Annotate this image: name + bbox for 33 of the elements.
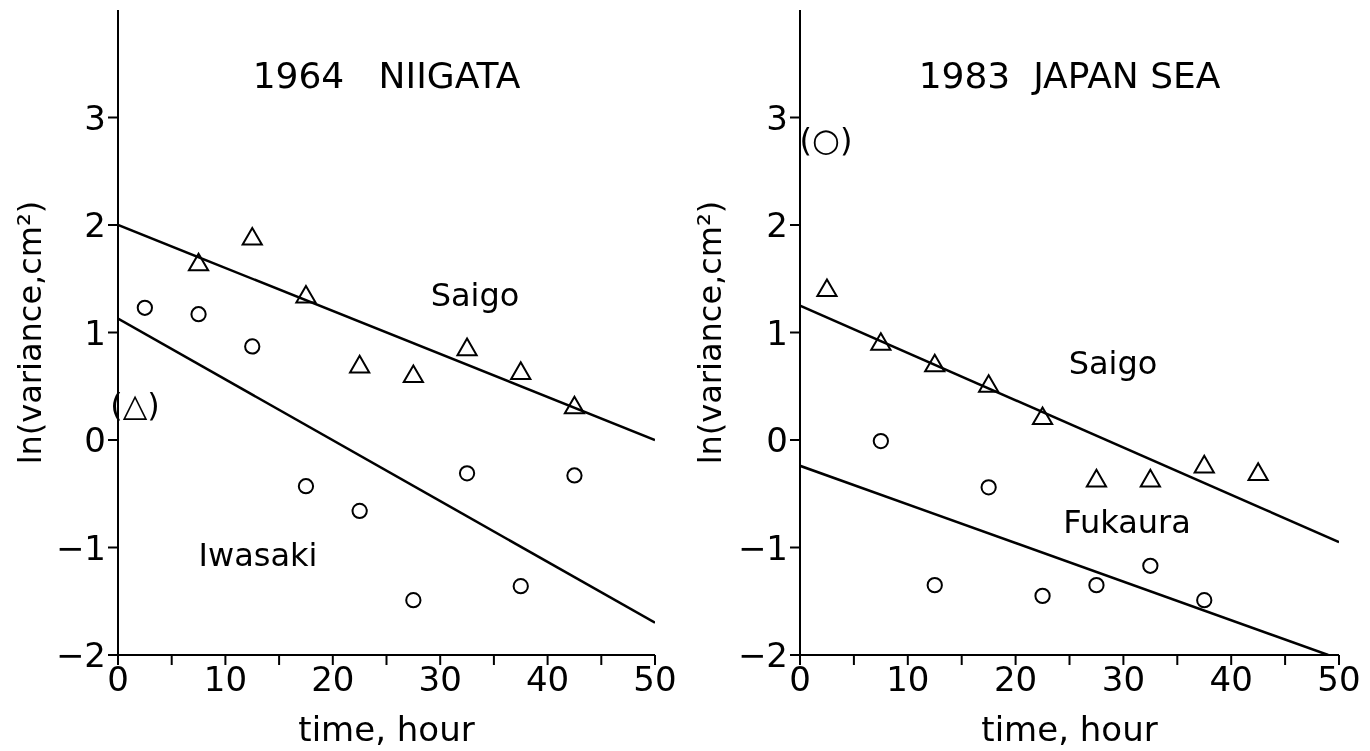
x-tick-label: 20 [311, 659, 355, 700]
x-tick-label: 10 [203, 659, 248, 700]
text: 1964 NIIGATA [251, 55, 522, 96]
y-tick-label: −2 [55, 635, 106, 676]
x-tick-label: 10 [886, 659, 930, 700]
x-tick-label: 20 [993, 659, 1038, 700]
x-tick-label: 40 [1209, 659, 1253, 700]
annotation: (○) [799, 121, 853, 159]
text: 1983 JAPAN SEA [917, 55, 1222, 96]
y-tick-label: 3 [766, 97, 788, 138]
y-axis-title: ln(variance,cm²) [691, 200, 729, 465]
x-tick-label: 30 [418, 659, 462, 700]
y-tick-label: 0 [84, 420, 106, 461]
x-tick-label: 40 [525, 659, 570, 700]
y-tick-label: 2 [84, 205, 106, 246]
annotation: Iwasaki [198, 536, 318, 574]
y-tick-label: 0 [766, 420, 788, 461]
y-tick-label: −2 [737, 635, 788, 676]
y-tick-label: −1 [55, 527, 106, 568]
y-tick-label: 2 [766, 205, 788, 246]
annotation: Saigo [1068, 344, 1158, 382]
x-tick-label: 50 [633, 659, 677, 700]
x-axis-title: time, hour [981, 709, 1158, 749]
x-axis-title: time, hour [298, 709, 475, 749]
annotation: Saigo [430, 276, 520, 314]
y-tick-label: −1 [737, 527, 788, 568]
y-tick-label: 3 [84, 97, 106, 138]
y-tick-label: 1 [84, 312, 106, 353]
x-tick-label: 30 [1101, 659, 1146, 700]
y-axis-title: ln(variance,cm²) [11, 200, 49, 465]
y-tick-label: 1 [766, 312, 788, 353]
annotation: Fukaura [1063, 503, 1191, 541]
x-tick-label: 50 [1317, 659, 1361, 700]
